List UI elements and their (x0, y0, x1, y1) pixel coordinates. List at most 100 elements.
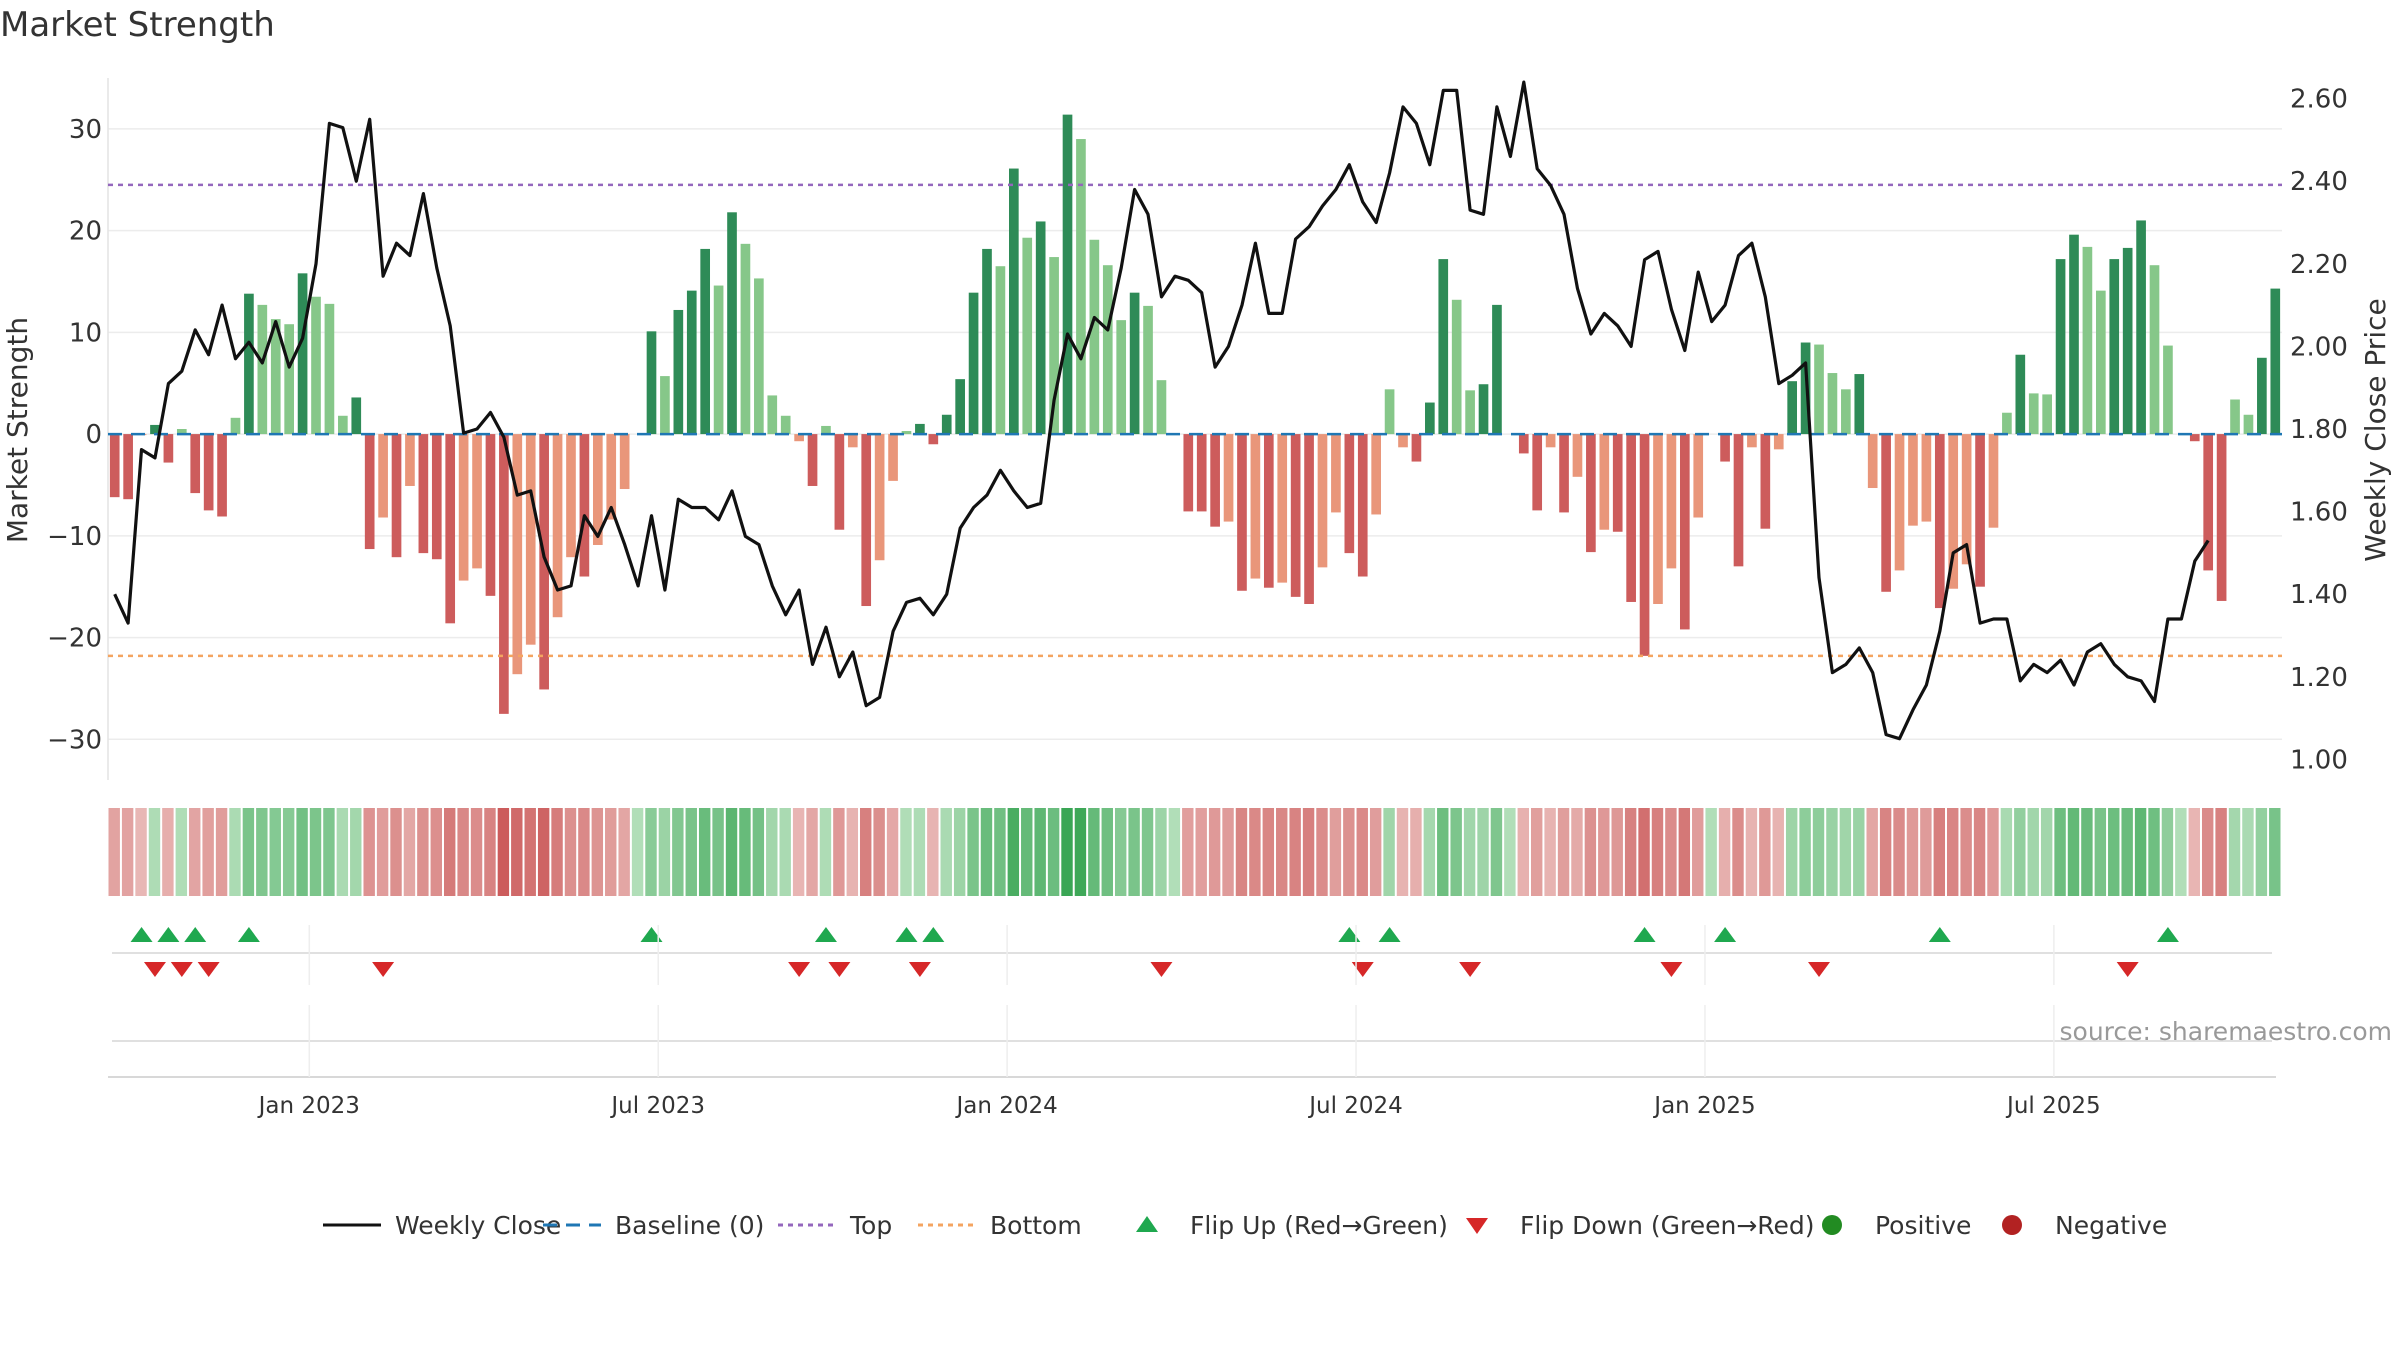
flip-up-marker (814, 927, 837, 942)
strength-bar (1639, 434, 1650, 656)
heat-cell (1692, 808, 1704, 896)
heat-cell (1638, 808, 1650, 896)
heat-cell (175, 808, 188, 896)
heat-cell (2269, 808, 2281, 896)
heat-cell (1947, 808, 1959, 896)
strength-bar (606, 434, 617, 520)
flip-up-marker (922, 927, 945, 942)
chart-title: Market Strength (0, 5, 275, 45)
strength-bar (1545, 434, 1556, 448)
heat-cell (376, 808, 389, 896)
heat-cell (1598, 808, 1610, 896)
heat-cell (1987, 808, 1999, 896)
strength-bar (1814, 344, 1824, 435)
heat-cell (470, 808, 483, 896)
heat-cell (1866, 808, 1878, 896)
heat-cell (860, 808, 872, 896)
heat-cell (1665, 808, 1677, 896)
heat-cell (1208, 808, 1221, 896)
heat-cell (1584, 808, 1597, 896)
heat-cell (1557, 808, 1570, 896)
strength-bar (2149, 265, 2160, 435)
strength-bar (391, 434, 402, 558)
flip-up-marker (1714, 927, 1737, 942)
heat-cell (792, 808, 805, 896)
strength-bar (176, 429, 187, 435)
flip-up-marker (1928, 927, 1951, 942)
strength-bar (1210, 434, 1220, 527)
flip-up-marker (895, 927, 918, 942)
strength-bar (2055, 259, 2066, 435)
strength-bar (499, 434, 509, 714)
strength-bar (1304, 434, 1314, 604)
heat-cell (269, 808, 281, 896)
heat-cell (1222, 808, 1234, 896)
heat-cell (900, 808, 912, 896)
heat-cell (2000, 808, 2013, 896)
strength-bar (1049, 257, 1059, 435)
strength-bar (338, 415, 348, 435)
heat-cell (994, 808, 1006, 896)
strength-bar (1773, 434, 1784, 450)
strength-bar (512, 434, 523, 675)
source-credit: source: sharemaestro.com (2060, 1017, 2393, 1046)
heat-cell (121, 808, 134, 896)
legend-swatch-negative (2002, 1215, 2022, 1235)
strength-bar (888, 434, 898, 481)
legend-swatch-flip-down (1466, 1218, 1488, 1234)
flip-down-marker (1660, 962, 1683, 977)
heat-cell (779, 808, 791, 896)
strength-bar (1894, 434, 1905, 571)
heat-cell (819, 808, 832, 896)
x-tick-label: Jan 2025 (1652, 1093, 1755, 1119)
heat-cell (443, 808, 456, 896)
heat-cell (1141, 808, 1154, 896)
legend-label: Bottom (990, 1211, 1082, 1240)
heat-cell (1624, 808, 1637, 896)
heat-cell (940, 808, 952, 896)
x-axis: Jan 2023 Jul 2023 Jan 2024 Jul 2024 Jan 2025… (108, 925, 2276, 1119)
strength-bar (1183, 434, 1194, 512)
flip-up-marker (1338, 927, 1361, 942)
strength-bar (1693, 434, 1704, 518)
x-tick-label: Jan 2024 (954, 1093, 1057, 1119)
strength-bar (1921, 434, 1932, 522)
heat-cell (1906, 808, 1919, 896)
strength-bar (123, 434, 133, 500)
heat-cell (296, 808, 308, 896)
strength-bar (2042, 394, 2052, 435)
heat-cell (537, 808, 550, 896)
heat-cell (605, 808, 617, 896)
heat-cell (2201, 808, 2214, 896)
strength-bar (2096, 290, 2106, 435)
heat-cell (162, 808, 174, 896)
x-tick-label: Jul 2025 (2005, 1093, 2101, 1119)
strength-bar (2203, 434, 2214, 571)
heat-cell (135, 808, 147, 896)
strength-bar (834, 434, 845, 530)
strength-bar (257, 304, 268, 435)
heat-cell (256, 808, 268, 896)
flip-down-marker (197, 962, 220, 977)
strength-bar (1532, 434, 1543, 511)
y-tick-label-left: 0 (85, 420, 102, 450)
heat-cell (1383, 808, 1395, 896)
strength-bar (915, 423, 925, 435)
strength-bar (1492, 304, 1502, 435)
heat-cell (1450, 808, 1462, 896)
heat-cell (1316, 808, 1328, 896)
strength-bar (1867, 434, 1878, 489)
heat-cell (1423, 808, 1436, 896)
strength-bar (1331, 434, 1341, 513)
strength-bar (1425, 402, 1435, 435)
strength-bar (1854, 374, 1865, 435)
heat-cell (1410, 808, 1422, 896)
heat-cell (1302, 808, 1315, 896)
heat-cell (2188, 808, 2200, 896)
flip-down-marker (143, 962, 166, 977)
heat-cell (1826, 808, 1838, 896)
strength-bar (472, 434, 482, 569)
heat-cell (1235, 808, 1248, 896)
heat-cell (752, 808, 765, 896)
heat-cell (913, 808, 926, 896)
